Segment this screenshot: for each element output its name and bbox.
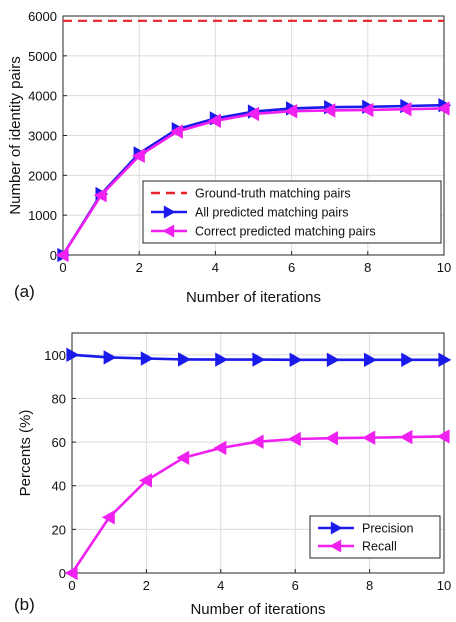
data-point <box>289 352 303 368</box>
data-point <box>131 148 145 163</box>
legend-box <box>142 180 442 244</box>
data-point <box>326 352 340 368</box>
chart-panel-a: 0 2 4 6 8 10 0 1000 2000 3000 4000 5000 6000 Number o… <box>7 9 452 306</box>
y-tick-label: 2000 <box>28 168 57 183</box>
data-point <box>103 350 117 365</box>
data-point <box>176 450 190 465</box>
legend-entry-label: Correct predicted matching pairs <box>195 225 376 239</box>
data-point <box>246 106 260 122</box>
data-point <box>64 565 78 581</box>
y-tick-label: 4000 <box>28 89 57 104</box>
data-point <box>399 429 413 445</box>
data-point <box>101 510 115 525</box>
x-axis-label: Number of iterations <box>190 601 325 618</box>
data-point <box>139 473 153 488</box>
x-tick-label: 8 <box>364 260 371 275</box>
legend-swatch-marker <box>163 205 176 219</box>
data-point <box>55 247 69 263</box>
x-tick-label: 4 <box>217 578 224 593</box>
legend-entry-label: All predicted matching pairs <box>195 206 349 220</box>
y-tick-label: 0 <box>50 248 57 263</box>
y-tick-label: 3000 <box>28 129 57 144</box>
x-tick-label: 0 <box>68 578 75 593</box>
data-point <box>140 351 154 366</box>
data-point <box>287 431 301 447</box>
y-tick-label: 0 <box>59 566 66 581</box>
y-tick-label: 100 <box>44 348 66 363</box>
x-tick-label: 8 <box>366 578 373 593</box>
axes-frame <box>71 332 445 574</box>
data-point <box>66 347 80 362</box>
y-tick-label: 1000 <box>28 208 57 223</box>
data-point <box>360 102 374 118</box>
data-point <box>325 430 339 446</box>
data-point <box>398 102 412 117</box>
y-axis-label: Number of identity pairs <box>7 56 24 214</box>
x-tick-label: 10 <box>437 578 451 593</box>
data-point <box>438 352 452 368</box>
y-tick-label: 6000 <box>28 9 57 24</box>
legend-entry-label: Ground-truth matching pairs <box>195 187 351 201</box>
data-point <box>93 188 107 203</box>
panel-label: (b) <box>14 595 35 614</box>
legend-entry-label: Precision <box>362 522 413 536</box>
x-tick-label: 2 <box>143 578 150 593</box>
y-axis-label: Percents (%) <box>17 410 34 497</box>
data-point <box>250 434 264 449</box>
data-point <box>401 352 415 368</box>
x-tick-label: 6 <box>292 578 299 593</box>
x-tick-label: 0 <box>59 260 66 275</box>
data-point <box>208 113 222 128</box>
y-tick-label: 60 <box>52 435 66 450</box>
data-point <box>169 124 183 139</box>
data-point <box>363 352 377 368</box>
data-point <box>213 440 227 456</box>
y-tick-label: 40 <box>52 479 66 494</box>
data-point <box>177 352 191 367</box>
data-point <box>436 101 450 116</box>
x-tick-label: 10 <box>437 260 451 275</box>
y-tick-label: 20 <box>52 522 66 537</box>
legend-swatch-marker <box>330 521 343 535</box>
data-point <box>284 104 298 119</box>
data-point <box>215 352 229 367</box>
x-tick-label: 6 <box>288 260 295 275</box>
legend-swatch-marker <box>329 539 342 553</box>
data-point <box>322 103 336 118</box>
panel-label: (a) <box>14 282 35 301</box>
y-tick-label: 5000 <box>28 49 57 64</box>
data-point <box>252 352 266 367</box>
data-point <box>436 429 450 444</box>
y-tick-label: 80 <box>52 391 66 406</box>
x-tick-label: 4 <box>212 260 219 275</box>
x-tick-label: 2 <box>136 260 143 275</box>
data-point <box>362 430 376 445</box>
legend-entry-label: Recall <box>362 540 397 554</box>
x-axis-label: Number of iterations <box>186 289 321 306</box>
legend-swatch-marker <box>162 224 175 238</box>
